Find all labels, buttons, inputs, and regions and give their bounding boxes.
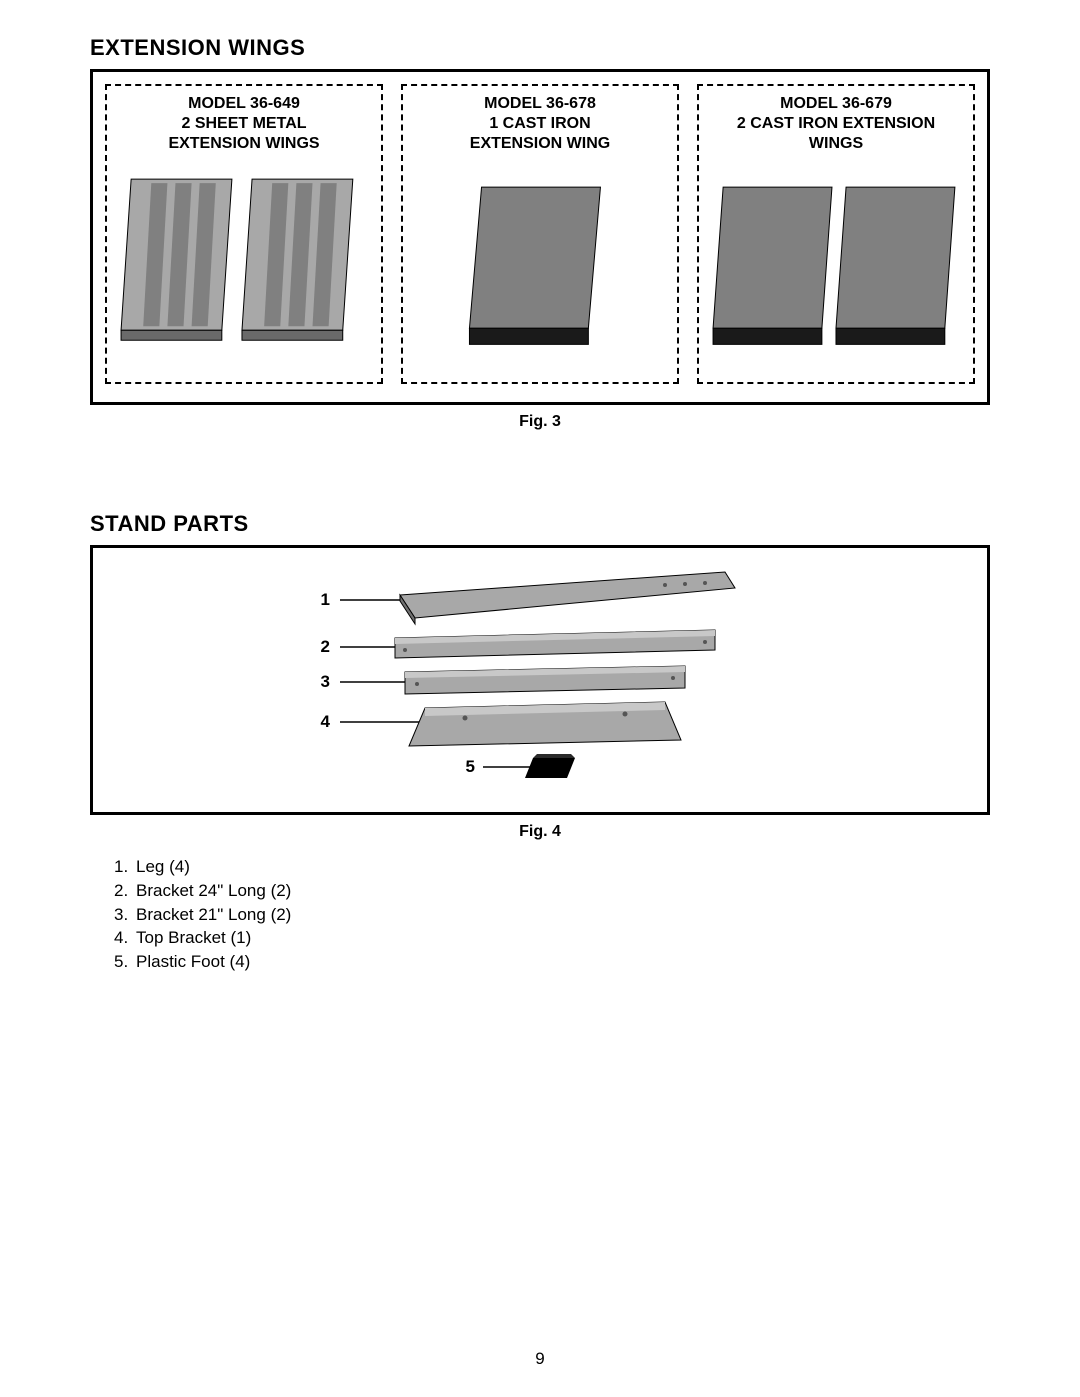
pn2: 3.	[114, 903, 136, 927]
pt4: Plastic Foot (4)	[136, 952, 250, 971]
part-bracket24	[395, 630, 715, 658]
model-box-2: MODEL 36-679 2 CAST IRON EXTENSION WINGS	[697, 84, 975, 384]
pn3: 4.	[114, 926, 136, 950]
pt3: Top Bracket (1)	[136, 928, 251, 947]
model-box-0: MODEL 36-649 2 SHEET METAL EXTENSION WIN…	[105, 84, 383, 384]
model2-line3: WINGS	[809, 135, 863, 152]
fig4-svg: 1 2 3 4 5	[105, 560, 975, 800]
part-leg	[400, 572, 735, 624]
fig4-caption: Fig. 4	[90, 823, 990, 841]
model1-line2: 1 CAST IRON	[489, 115, 590, 132]
section2-title: STAND PARTS	[90, 511, 990, 537]
model-header-0: MODEL 36-649 2 SHEET METAL EXTENSION WIN…	[113, 94, 375, 154]
pn0: 1.	[114, 855, 136, 879]
parts-item-4: 5.Plastic Foot (4)	[114, 950, 990, 974]
section1-title: EXTENSION WINGS	[90, 35, 990, 61]
model1-line3: EXTENSION WING	[470, 135, 610, 152]
parts-item-1: 2.Bracket 24" Long (2)	[114, 879, 990, 903]
model1-line1: MODEL 36-678	[484, 95, 596, 112]
model-box-1: MODEL 36-678 1 CAST IRON EXTENSION WING	[401, 84, 679, 384]
pt2: Bracket 21" Long (2)	[136, 905, 291, 924]
label-5: 5	[466, 757, 475, 776]
fig4-container: 1 2 3 4 5	[90, 545, 990, 815]
label-1: 1	[321, 590, 330, 609]
part-foot	[525, 754, 575, 778]
model-header-2: MODEL 36-679 2 CAST IRON EXTENSION WINGS	[705, 94, 967, 154]
pt0: Leg (4)	[136, 857, 190, 876]
illus-2	[705, 169, 967, 359]
model2-line1: MODEL 36-679	[780, 95, 892, 112]
illus-0	[113, 169, 375, 359]
parts-item-0: 1.Leg (4)	[114, 855, 990, 879]
label-4: 4	[321, 712, 331, 731]
model2-line2: 2 CAST IRON EXTENSION	[737, 115, 935, 132]
part-topbracket	[409, 702, 681, 746]
page-number: 9	[0, 1349, 1080, 1369]
model0-line3: EXTENSION WINGS	[168, 135, 319, 152]
illus-1	[409, 169, 671, 359]
model-header-1: MODEL 36-678 1 CAST IRON EXTENSION WING	[409, 94, 671, 154]
pt1: Bracket 24" Long (2)	[136, 881, 291, 900]
pn4: 5.	[114, 950, 136, 974]
fig3-container: MODEL 36-649 2 SHEET METAL EXTENSION WIN…	[90, 69, 990, 405]
pn1: 2.	[114, 879, 136, 903]
label-3: 3	[321, 672, 330, 691]
fig3-caption: Fig. 3	[90, 413, 990, 431]
parts-list: 1.Leg (4) 2.Bracket 24" Long (2) 3.Brack…	[114, 855, 990, 974]
part-bracket21	[405, 666, 685, 694]
parts-item-3: 4.Top Bracket (1)	[114, 926, 990, 950]
label-2: 2	[321, 637, 330, 656]
model0-line1: MODEL 36-649	[188, 95, 300, 112]
model0-line2: 2 SHEET METAL	[181, 115, 306, 132]
parts-item-2: 3.Bracket 21" Long (2)	[114, 903, 990, 927]
